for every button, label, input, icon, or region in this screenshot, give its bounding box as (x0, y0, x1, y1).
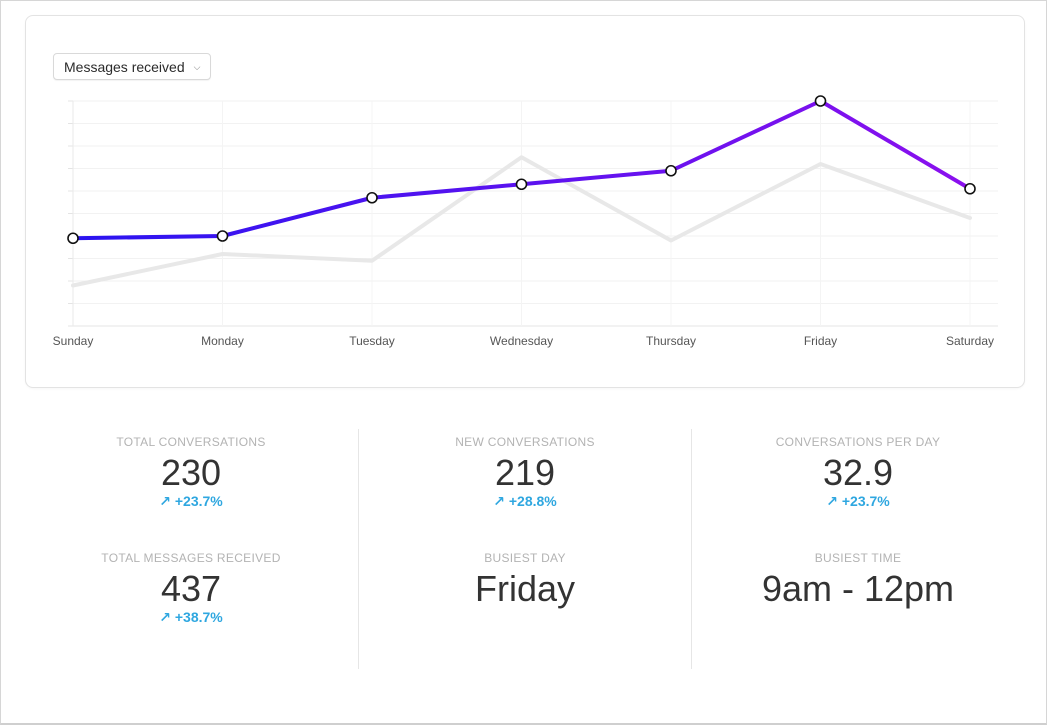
stat-label: TOTAL CONVERSATIONS (116, 435, 266, 449)
chevron-down-icon: ⌵ (193, 62, 201, 72)
data-point (366, 191, 378, 204)
data-point (515, 178, 528, 191)
stat-total-messages-received: TOTAL MESSAGES RECEIVED 437 ↗ +38.7% (25, 551, 357, 626)
chart-card: Messages received ⌵ Sunday Monday Tuesday W… (25, 15, 1025, 388)
stat-label: BUSIEST DAY (484, 551, 566, 565)
stat-total-conversations: TOTAL CONVERSATIONS 230 ↗ +23.7% (25, 435, 357, 510)
x-axis-tick-label: Thursday (646, 334, 696, 348)
stat-value: 9am - 12pm (761, 568, 955, 609)
stat-label: NEW CONVERSATIONS (455, 435, 595, 449)
stat-change-value: +28.8% (508, 493, 557, 509)
x-axis-tick-label: Sunday (53, 334, 94, 348)
stat-value: 230 (160, 452, 222, 493)
data-point (67, 232, 79, 245)
stat-change-value: +38.7% (174, 609, 223, 625)
stat-label: CONVERSATIONS PER DAY (775, 435, 941, 449)
stat-change: ↗ +23.7% (692, 493, 1024, 510)
x-axis-tick-label: Saturday (946, 334, 994, 348)
arrow-up-right-icon: ↗ (159, 609, 171, 625)
stat-value: Friday (474, 568, 576, 609)
line-chart: Sunday Monday Tuesday Wednesday Thursday Frid… (53, 95, 998, 348)
x-axis-tick-label: Friday (804, 334, 837, 348)
stat-change: ↗ +23.7% (25, 493, 357, 510)
stat-change-value: +23.7% (841, 493, 890, 509)
stat-label: BUSIEST TIME (814, 551, 902, 565)
x-axis-tick-label: Wednesday (490, 334, 553, 348)
data-point (665, 164, 677, 177)
arrow-up-right-icon: ↗ (826, 493, 838, 509)
x-axis-tick-label: Monday (201, 334, 244, 348)
metric-select[interactable]: Messages received ⌵ (53, 53, 212, 80)
stat-conversations-per-day: CONVERSATIONS PER DAY 32.9 ↗ +23.7% (692, 435, 1024, 510)
stat-change: ↗ +38.7% (25, 609, 357, 626)
stat-label: TOTAL MESSAGES RECEIVED (101, 551, 281, 565)
data-point (814, 95, 827, 107)
stats-column-3: CONVERSATIONS PER DAY 32.9 ↗ +23.7% BUSI… (691, 429, 1024, 669)
stats-panel: TOTAL CONVERSATIONS 230 ↗ +23.7% TOTAL M… (25, 429, 1025, 669)
arrow-up-right-icon: ↗ (159, 493, 171, 509)
stat-change: ↗ +28.8% (359, 493, 691, 510)
stat-value: 219 (494, 452, 556, 493)
stat-busiest-time: BUSIEST TIME 9am - 12pm (692, 551, 1024, 609)
stat-busiest-day: BUSIEST DAY Friday (359, 551, 691, 609)
stats-column-2: NEW CONVERSATIONS 219 ↗ +28.8% BUSIEST D… (358, 429, 691, 669)
arrow-up-right-icon: ↗ (493, 493, 505, 509)
stat-value: 437 (160, 568, 222, 609)
data-point (964, 182, 976, 195)
stat-value: 32.9 (822, 452, 894, 493)
data-point (216, 230, 229, 242)
stat-new-conversations: NEW CONVERSATIONS 219 ↗ +28.8% (359, 435, 691, 510)
series-line-secondary (71, 155, 972, 288)
stats-column-1: TOTAL CONVERSATIONS 230 ↗ +23.7% TOTAL M… (25, 429, 357, 669)
metric-select-label: Messages received (64, 58, 185, 75)
stat-change-value: +23.7% (174, 493, 223, 509)
x-axis-tick-label: Tuesday (349, 334, 395, 348)
